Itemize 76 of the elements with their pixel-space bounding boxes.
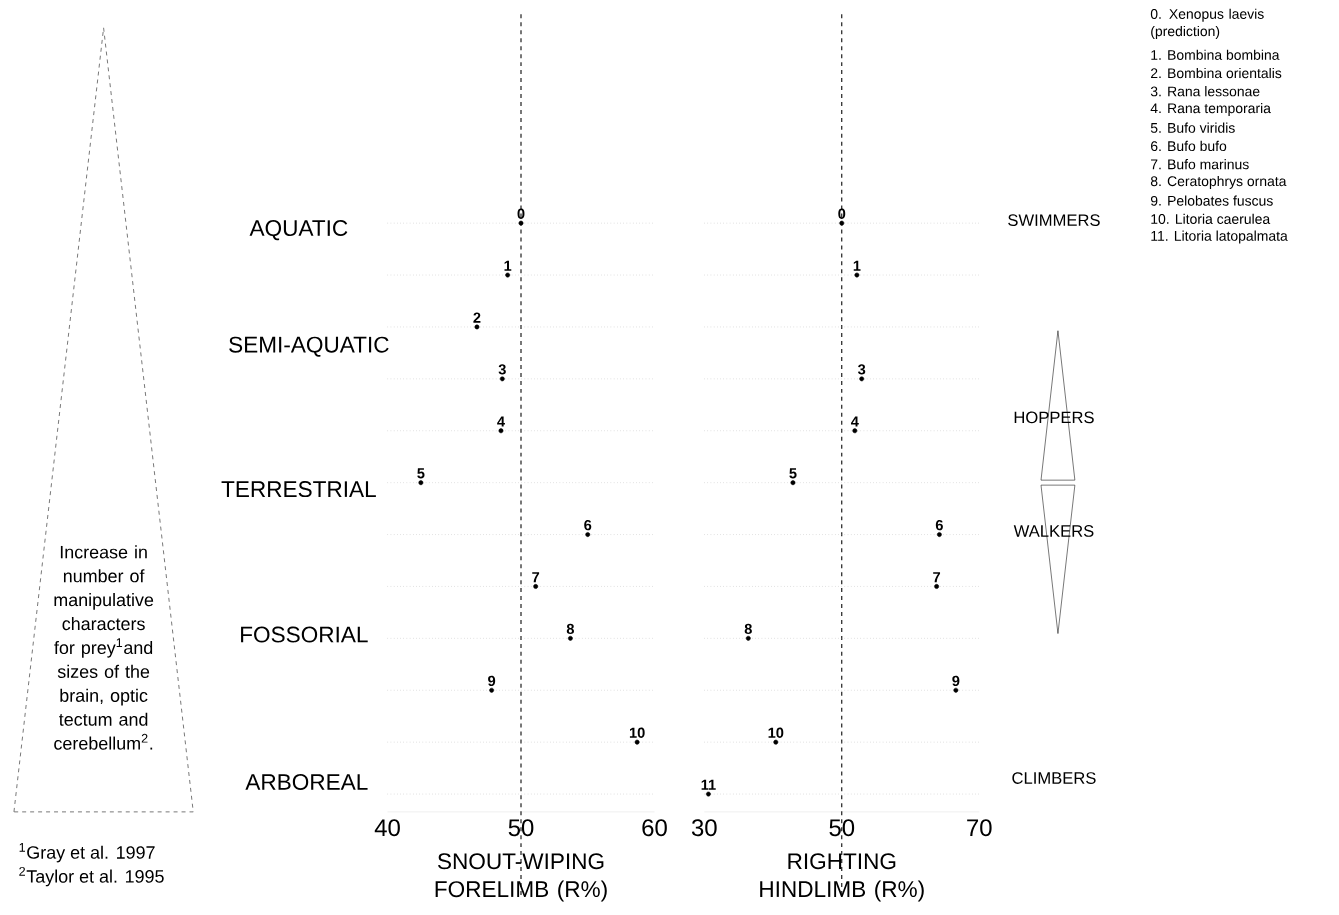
point <box>773 739 779 745</box>
point <box>568 635 573 641</box>
point <box>418 480 424 485</box>
x-tick-label: 40 <box>374 818 400 836</box>
text: WALKERS <box>1013 524 1094 537</box>
y-tick-label: 8 <box>566 623 574 634</box>
text: 11. Litoria latopalmata <box>1151 230 1288 244</box>
text: 5. Bufo viridis <box>1150 122 1235 133</box>
y-tick-label: 8 <box>744 623 752 634</box>
x-axis-title: SNOUT-WIPING FORELIMB (R%) <box>435 853 607 902</box>
text: ARBOREAL <box>245 773 368 790</box>
text: 0. Xenopus laevis (prediction) <box>1150 8 1264 39</box>
y-tick-label: 0 <box>517 208 525 219</box>
y-tick-label: 11 <box>701 779 716 790</box>
point <box>953 687 959 693</box>
x-tick-label: 70 <box>967 818 992 836</box>
point <box>854 272 860 278</box>
y-tick-label: 7 <box>933 571 941 582</box>
text: 2. Bombina orientalis <box>1151 67 1282 78</box>
text: AQUATIC <box>249 219 348 240</box>
x-tick-label: 30 <box>691 818 717 836</box>
y-tick-label: 10 <box>629 727 645 738</box>
point <box>489 687 495 693</box>
x-tick-label: 50 <box>829 818 855 836</box>
point <box>859 376 865 382</box>
y-tick-label: 9 <box>952 675 960 686</box>
y-tick-label: 1 <box>504 260 512 271</box>
y-tick-label: 2 <box>473 312 481 323</box>
text: 3. Rana lessonae <box>1150 85 1260 97</box>
y-tick-label: 3 <box>857 364 866 375</box>
y-tick-label: 6 <box>584 519 592 531</box>
text: 4. Rana temporaria <box>1150 102 1271 116</box>
text: FOSSORIAL <box>241 626 368 643</box>
x-tick-label: 50 <box>508 818 534 836</box>
text: 8. Ceratophrys ornata <box>1150 175 1287 189</box>
point <box>839 220 845 226</box>
text: 7. Bufo marinus <box>1151 158 1249 170</box>
text: HOPPERS <box>1014 411 1094 424</box>
point <box>790 480 796 485</box>
y-tick-label: 6 <box>935 519 943 531</box>
y-tick-label: 1 <box>853 260 861 271</box>
y-tick-label: 4 <box>850 416 859 427</box>
x-axis-title: RIGHTING HINDLIMB (R%) <box>760 853 924 902</box>
point <box>474 324 480 330</box>
y-tick-label: 0 <box>838 208 846 219</box>
text: Increase in number of manipulative characters for prey$^{1}$and sizes of the brain, optic tectum and cerebellum$^{2}$. <box>54 545 154 750</box>
point <box>936 531 942 537</box>
point <box>533 583 539 589</box>
point <box>499 376 505 382</box>
point <box>706 791 711 797</box>
y-tick-label: 3 <box>498 364 506 375</box>
point <box>585 531 591 537</box>
x-tick-label: 60 <box>642 818 667 836</box>
point <box>634 739 640 745</box>
y-tick-label: 4 <box>497 416 505 427</box>
point <box>505 272 511 278</box>
point <box>518 220 524 226</box>
point <box>852 428 858 433</box>
text: 1. Bombina bombina <box>1151 49 1280 60</box>
y-tick-label: 7 <box>532 571 540 582</box>
y-tick-label: 5 <box>417 467 425 479</box>
y-tick-label: 10 <box>768 727 784 738</box>
text: $^{2}$Taylor et al. 1995 <box>19 866 164 887</box>
point <box>934 583 940 589</box>
text: CLIMBERS <box>1012 771 1096 784</box>
text: 9. Pelobates fuscus <box>1150 195 1273 206</box>
point <box>498 428 504 433</box>
text: 10. Litoria caerulea <box>1151 213 1271 224</box>
text: $^{1}$Gray et al. 1997 <box>19 842 155 863</box>
text: 6. Bufo bufo <box>1151 140 1227 151</box>
annotation: SEMI-AQUATIC <box>229 336 389 357</box>
point <box>745 635 751 641</box>
y-tick-label: 9 <box>488 675 496 686</box>
text: SWIMMERS <box>1008 214 1100 226</box>
text: TERRESTRIAL <box>221 480 376 497</box>
y-tick-label: 5 <box>789 467 797 479</box>
